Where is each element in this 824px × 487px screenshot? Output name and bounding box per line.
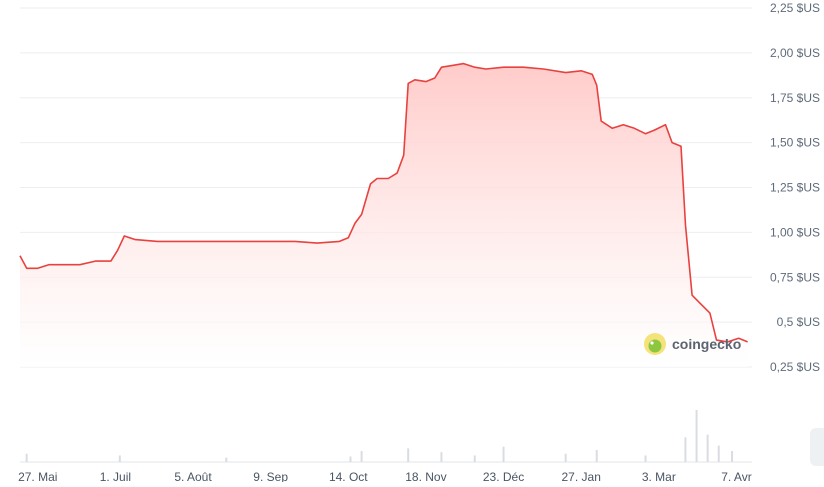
volume-bar [440,452,443,462]
price-series [19,62,748,367]
volume-bar [473,455,476,462]
y-tick-label: 1,25 $US [770,181,820,195]
volume-bar [349,456,352,462]
x-tick-label: 9. Sep [253,470,288,482]
volume-bar [595,449,598,462]
volume-bar [502,446,505,462]
x-tick-label: 18. Nov [405,470,446,482]
volume-bar [644,455,647,462]
x-tick-label: 3. Mar [642,470,676,482]
x-axis: 27. Mai 1. Juil 5. Août 9. Sep 14. Oct 18. No… [18,470,752,484]
x-tick-label: 7. Avr [721,470,751,482]
volume-bar [731,451,734,462]
volume-bar [717,445,720,462]
y-axis: 2,25 $US 2,00 $US 1,75 $US 1,50 $US 1,25 $US… [770,1,820,374]
volume-bars [20,410,752,463]
y-tick-label: 1,50 $US [770,136,820,150]
x-tick-label: 27. Mai [18,470,57,482]
price-line [19,62,748,343]
y-tick-label: 0,5 $US [777,315,820,329]
x-tick-label: 1. Juil [100,470,131,482]
price-area [20,63,748,367]
volume-bar [225,457,228,462]
volume-bar [706,434,709,462]
x-tick-label: 14. Oct [329,470,368,482]
y-tick-label: 1,75 $US [770,91,820,105]
y-tick-label: 0,75 $US [770,270,820,284]
x-tick-label: 5. Août [174,470,212,482]
volume-bar [695,410,698,462]
navigator-handle[interactable] [810,428,824,466]
coingecko-watermark: coingecko [644,333,741,355]
volume-bar [684,437,687,462]
volume-bar [118,455,121,462]
volume-bar [564,453,567,462]
gecko-logo-inner [648,339,662,353]
y-tick-label: 2,00 $US [770,46,820,60]
volume-bar [360,451,363,462]
x-tick-label: 23. Déc [483,470,524,482]
gecko-logo-eye [650,341,654,345]
x-tick-label: 27. Jan [562,470,601,482]
y-tick-label: 2,25 $US [770,1,820,15]
volume-bar [25,453,28,462]
y-tick-label: 1,00 $US [770,225,820,239]
watermark-text: coingecko [672,336,741,352]
y-tick-label: 0,25 $US [770,360,820,374]
volume-bar [407,448,410,462]
